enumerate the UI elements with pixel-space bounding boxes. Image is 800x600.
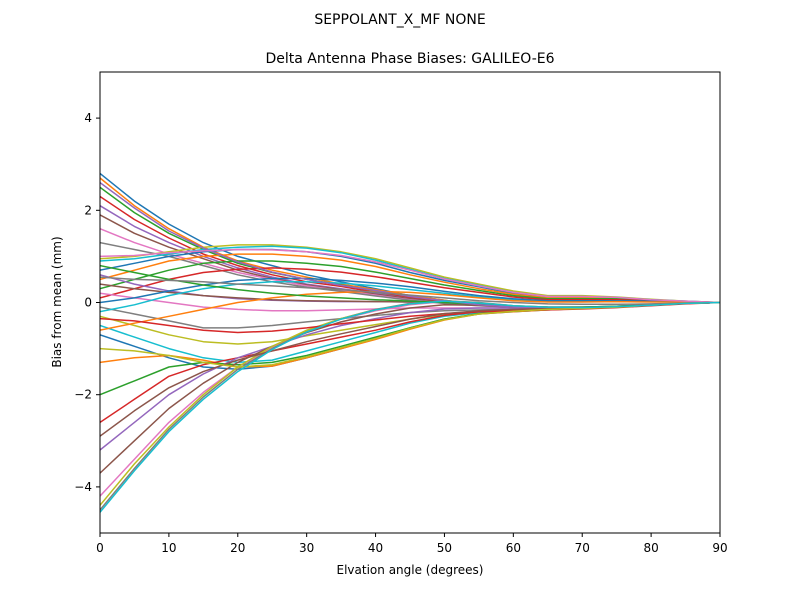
- series-line-27: [100, 300, 720, 497]
- series-group: [100, 172, 720, 513]
- x-tick-label: 90: [712, 541, 727, 555]
- series-line-32: [100, 290, 720, 331]
- x-tick-label: 20: [230, 541, 245, 555]
- y-axis-label: Bias from mean (mm): [50, 236, 64, 367]
- series-line-13: [100, 260, 720, 304]
- x-tick-label: 30: [299, 541, 314, 555]
- x-tick-label: 80: [643, 541, 658, 555]
- series-line-29: [100, 300, 720, 506]
- chart-suptitle: SEPPOLANT_X_MF NONE: [314, 12, 485, 28]
- y-tick-label: 2: [84, 203, 92, 217]
- x-tick-label: 10: [161, 541, 176, 555]
- series-line-1: [100, 172, 720, 309]
- x-axis: 0 10 20 30 40 50 60 70 80 90: [96, 533, 728, 555]
- y-tick-label: −4: [74, 480, 92, 494]
- x-tick-label: 70: [575, 541, 590, 555]
- y-tick-label: 4: [84, 111, 92, 125]
- series-line-38: [100, 276, 720, 306]
- series-line-37: [100, 248, 720, 304]
- series-line-40: [100, 300, 720, 513]
- y-tick-label: 0: [84, 296, 92, 310]
- x-axis-label: Elvation angle (degrees): [337, 563, 484, 577]
- y-axis: −4 −2 0 2 4: [74, 111, 100, 494]
- x-tick-label: 40: [368, 541, 383, 555]
- x-tick-label: 50: [437, 541, 452, 555]
- plot-area: [99, 71, 721, 534]
- series-line-14: [100, 267, 720, 304]
- y-tick-label: −2: [74, 388, 92, 402]
- x-tick-label: 60: [506, 541, 521, 555]
- chart-title: Delta Antenna Phase Biases: GALILEO-E6: [265, 51, 554, 67]
- x-tick-label: 0: [96, 541, 104, 555]
